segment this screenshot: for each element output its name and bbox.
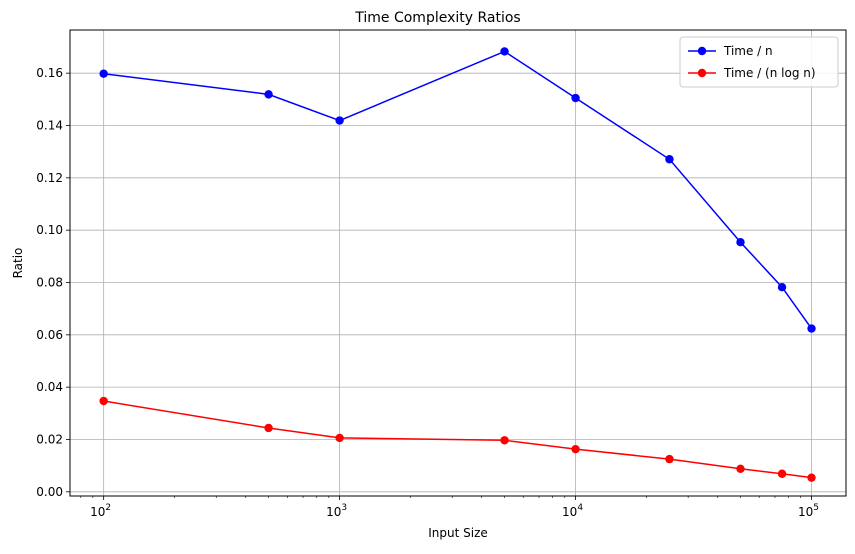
data-point: [777, 469, 787, 478]
x-tick-base: 10: [562, 505, 577, 519]
data-point: [571, 93, 580, 103]
data-point: [335, 116, 344, 125]
x-tick-label: 102: [90, 503, 111, 519]
y-tick-label: 0.16: [36, 66, 63, 80]
legend: Time / n Time / (n log n): [679, 36, 839, 88]
y-tick-label: 0.08: [36, 275, 63, 289]
x-tick-base: 10: [90, 505, 105, 519]
series-layer: [99, 47, 816, 482]
data-point: [500, 47, 509, 56]
data-point: [736, 464, 745, 473]
legend-box: [679, 36, 839, 88]
x-axis-label: Input Size: [428, 526, 488, 540]
grid: [70, 30, 846, 496]
data-point: [264, 423, 273, 433]
data-point: [99, 69, 108, 78]
y-tick-label: 0.00: [36, 485, 63, 499]
y-tick-label: 0.06: [36, 328, 63, 342]
y-tick-label: 0.12: [36, 171, 63, 185]
data-point: [665, 155, 674, 164]
y-axis-label: Ratio: [11, 248, 25, 279]
x-tick-label: 103: [326, 503, 347, 519]
x-tick-exponent: 3: [341, 503, 347, 513]
data-point: [264, 90, 273, 99]
x-tick-exponent: 2: [105, 503, 111, 513]
x-tick-exponent: 5: [813, 503, 819, 513]
data-point: [335, 433, 344, 443]
x-tick-label: 104: [562, 503, 583, 519]
x-tick-label: 105: [798, 503, 819, 519]
plot-frame: [69, 29, 847, 497]
x-tick-base: 10: [798, 505, 813, 519]
legend-label: Time / (n log n): [723, 66, 816, 80]
x-tick-exponent: 4: [577, 503, 583, 513]
data-point: [736, 237, 745, 247]
chart-title: Time Complexity Ratios: [354, 10, 520, 26]
data-point: [571, 444, 580, 454]
y-tick-label: 0.10: [36, 223, 63, 237]
data-point: [807, 324, 816, 333]
data-point: [777, 283, 787, 292]
legend-marker: [697, 46, 707, 56]
y-tick-label: 0.14: [36, 119, 63, 133]
series-line-0: [103, 50, 813, 329]
y-tick-label: 0.04: [36, 380, 63, 394]
legend-marker: [697, 68, 707, 78]
data-point: [807, 473, 816, 482]
legend-label: Time / n: [723, 44, 773, 58]
data-point: [665, 454, 674, 464]
data-point: [500, 436, 509, 445]
y-tick-label: 0.02: [36, 432, 63, 446]
x-tick-base: 10: [326, 505, 341, 519]
data-point: [99, 396, 108, 406]
